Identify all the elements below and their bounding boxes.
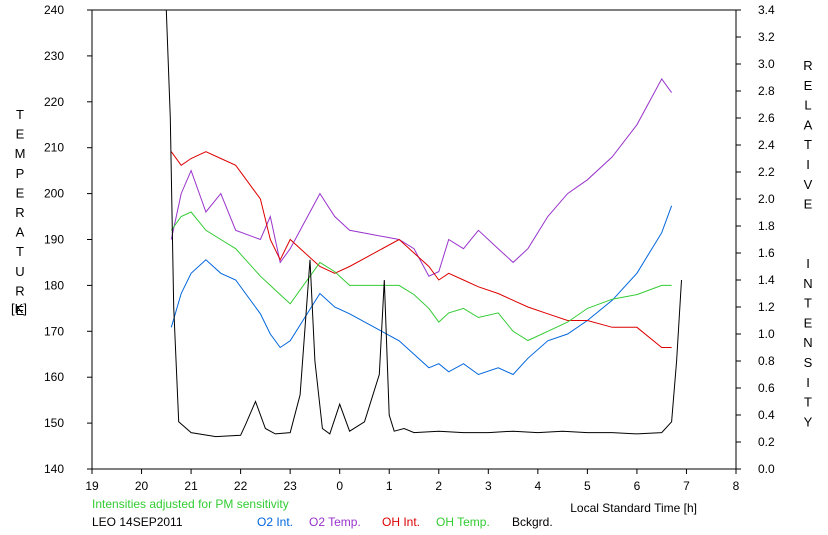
y-left-tick-label: 190 [44,233,64,247]
y-right-tick-label: 2.4 [758,138,775,152]
y-right-tick-label: 2.6 [758,111,775,125]
y-left-tick-label: 220 [44,95,64,109]
right-axis-letter: E [804,315,813,330]
right-axis-letter: E [804,197,813,212]
left-axis-letter: E [16,185,25,200]
y-left-tick-label: 200 [44,187,64,201]
y-left-tick-label: 210 [44,141,64,155]
series-line-oh-int [170,151,672,348]
right-axis-letter: N [803,335,812,350]
right-axis-letter: T [804,395,812,410]
y-right-tick-label: 3.0 [758,57,775,71]
x-tick-label: 19 [85,479,99,493]
y-left-tick-label: 140 [44,462,64,476]
y-left-tick-label: 160 [44,370,64,384]
x-axis-label: Local Standard Time [h] [570,501,697,515]
y-right-tick-label: 0.8 [758,354,775,368]
right-axis-letter: L [804,98,811,113]
y-left-tick-label: 230 [44,49,64,63]
y-left-tick-label: 240 [44,3,64,17]
y-right-tick-label: 3.4 [758,3,775,17]
y-left-tick-label: 180 [44,278,64,292]
right-y-axis: 0.0 0.2 0.4 0.6 0.8 1.0 1.2 1.4 1.6 1.8 2.0 2.2 2.4 2… [736,3,775,476]
right-axis-letter: I [806,375,810,390]
y-right-tick-label: 2.2 [758,165,775,179]
y-right-tick-label: 1.8 [758,219,775,233]
x-tick-label: 5 [584,479,591,493]
left-axis-letter: E [16,127,25,142]
y-right-tick-label: 0.0 [758,462,775,476]
series-line-bckgrd [165,9,682,438]
right-axis-letter: A [804,117,813,132]
right-axis-letter: Y [804,414,813,429]
left-axis-unit: [K] [11,301,27,316]
left-axis-letter: R [15,205,24,220]
y-right-tick-label: 1.0 [758,327,775,341]
y-right-tick-label: 3.2 [758,30,775,44]
legend-entry: Bckgrd. [512,515,553,529]
right-axis-letter: E [804,78,813,93]
y-right-tick-label: 1.2 [758,300,775,314]
right-axis-letter: S [804,355,813,370]
y-right-tick-label: 2.0 [758,192,775,206]
right-axis-letter: N [803,276,812,291]
series-line-o2-int [170,205,673,376]
right-axis-letter: I [806,256,810,271]
left-axis-letter: U [15,264,24,279]
chart-note: Intensities adjusted for PM sensitivity [92,497,289,511]
left-y-axis: 140 150 160 170 180 190 200 210 220 230 240 [44,3,92,476]
left-axis-letter: R [15,283,24,298]
legend: O2 Int. O2 Temp. OH Int. OH Temp. Bckgrd. [257,515,553,529]
x-tick-label: 0 [336,479,343,493]
plot-frame [91,9,737,470]
y-right-tick-label: 0.2 [758,435,775,449]
x-tick-label: 3 [485,479,492,493]
legend-entry: O2 Temp. [309,515,361,529]
station-date: LEO 14SEP2011 [92,515,183,529]
left-axis-letter: A [16,225,25,240]
left-axis-letter: T [16,107,24,122]
y-right-tick-label: 1.4 [758,273,775,287]
left-axis-letter: P [16,166,25,181]
x-tick-label: 1 [386,479,393,493]
left-axis-letter: E [16,303,25,318]
x-axis: 19 20 21 22 23 0 1 2 3 4 5 6 7 8 [85,469,740,493]
series-line-o2-temp [170,77,673,277]
y-right-tick-label: 1.6 [758,246,775,260]
legend-entry: OH Int. [382,515,420,529]
x-tick-label: 8 [733,479,740,493]
right-axis-letter: T [804,137,812,152]
y-right-tick-label: 0.6 [758,381,775,395]
x-tick-label: 6 [634,479,641,493]
left-axis-letter: T [16,244,24,259]
legend-entry: OH Temp. [436,515,490,529]
x-tick-label: 21 [184,479,198,493]
right-axis-letter: V [804,177,813,192]
x-tick-label: 20 [135,479,149,493]
right-axis-letter: I [806,157,810,172]
right-axis-letter: R [803,58,812,73]
y-left-tick-label: 170 [44,324,64,338]
x-tick-label: 7 [683,479,690,493]
x-tick-label: 22 [234,479,248,493]
series-line-oh-temp [170,211,672,342]
series-group [165,9,682,438]
legend-entry: O2 Int. [257,515,293,529]
x-tick-label: 23 [283,479,297,493]
y-right-tick-label: 0.4 [758,408,775,422]
x-tick-label: 2 [435,479,442,493]
x-tick-label: 4 [535,479,542,493]
right-axis-letter: T [804,296,812,311]
left-axis-letter: M [15,146,26,161]
y-right-tick-label: 2.8 [758,84,775,98]
y-left-tick-label: 150 [44,416,64,430]
